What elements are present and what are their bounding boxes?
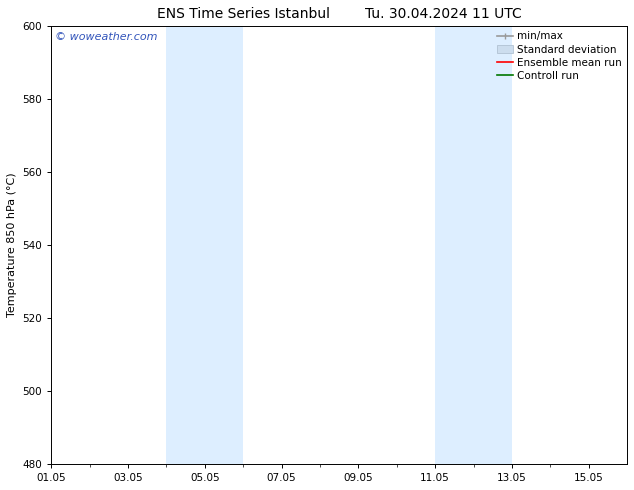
Text: © woweather.com: © woweather.com <box>55 32 158 42</box>
Bar <box>167 26 243 464</box>
Title: ENS Time Series Istanbul        Tu. 30.04.2024 11 UTC: ENS Time Series Istanbul Tu. 30.04.2024 … <box>157 7 522 21</box>
Bar <box>435 26 512 464</box>
Legend: min/max, Standard deviation, Ensemble mean run, Controll run: min/max, Standard deviation, Ensemble me… <box>495 29 624 83</box>
Y-axis label: Temperature 850 hPa (°C): Temperature 850 hPa (°C) <box>7 173 17 318</box>
